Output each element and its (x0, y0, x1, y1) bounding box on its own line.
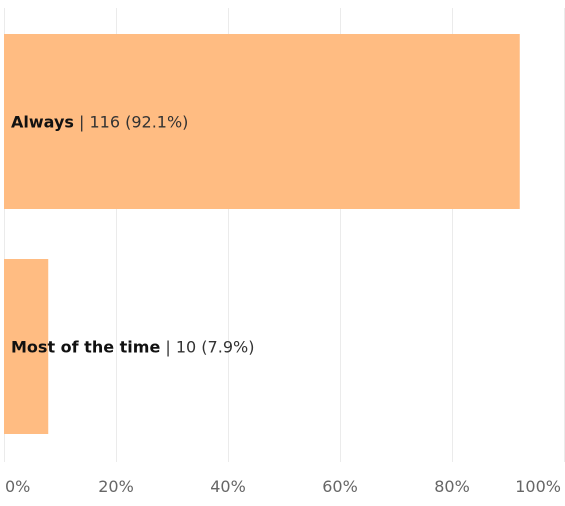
bar-category-label: Most of the time (11, 338, 160, 357)
bar-value-label: 10 (7.9%) (176, 338, 255, 357)
bar-label: Most of the time | 10 (7.9%) (11, 338, 254, 357)
bars (4, 34, 520, 434)
x-tick-label: 40% (210, 477, 246, 496)
bar-label-separator: | (160, 338, 176, 357)
bar-label: Always | 116 (92.1%) (11, 113, 188, 132)
x-tick-label: 20% (98, 477, 134, 496)
bar-value-label: 116 (92.1%) (89, 113, 188, 132)
x-tick-label: 100% (515, 477, 561, 496)
x-tick-label: 80% (434, 477, 470, 496)
x-tick-label: 0% (5, 477, 30, 496)
bar-label-separator: | (74, 113, 90, 132)
bar-category-label: Always (11, 113, 74, 132)
x-tick-label: 60% (322, 477, 358, 496)
x-axis: 0% 20% 40% 60% 80% 100% (5, 477, 561, 496)
